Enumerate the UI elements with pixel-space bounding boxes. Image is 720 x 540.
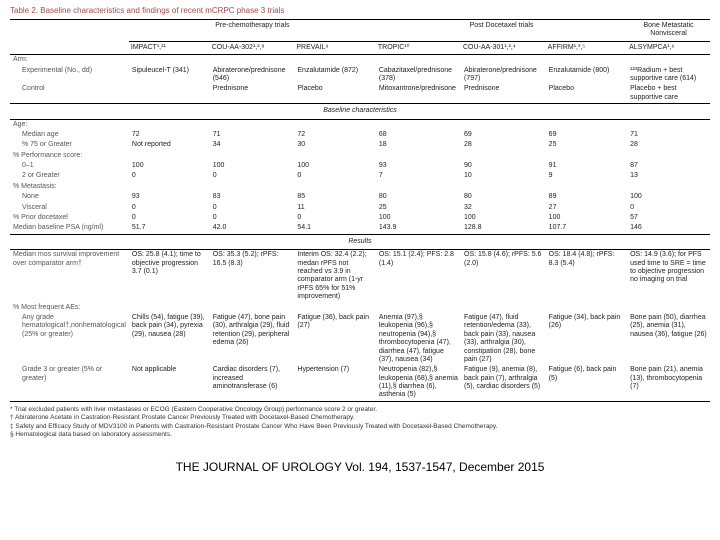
trial-header-row: IMPACT¹,¹¹ COU-AA-302¹,²,⁸ PREVAIL⁹ TROP… bbox=[10, 41, 710, 54]
footnote-a: * Trial excluded patients with liver met… bbox=[10, 406, 710, 414]
row-psa: Median baseline PSA (ng/ml) 51.742.054.1… bbox=[10, 223, 710, 234]
ae-label: % Most frequent AEs: bbox=[10, 303, 129, 313]
row-pct75: % 75 or Greater Not reported3430 1828252… bbox=[10, 140, 710, 150]
row-exp-arm: Experimental (No., dd) Sipuleucel-T (341… bbox=[10, 66, 710, 85]
age-label: Age: bbox=[10, 119, 129, 130]
trial-7: ALSYMPCA¹,⁶ bbox=[627, 41, 710, 54]
row-prior: % Prior docetaxel 000 10010010057 bbox=[10, 213, 710, 223]
row-mos: Median mos survival improvement over com… bbox=[10, 250, 710, 303]
section-baseline: Baseline characteristics bbox=[10, 104, 710, 119]
perf-label: % Performance score: bbox=[10, 151, 129, 161]
trials-table: Pre-chemotherapy trials Post Docetaxel t… bbox=[10, 19, 710, 402]
row-median-age: Median age 727172 68696971 bbox=[10, 130, 710, 140]
trial-3: PREVAIL⁹ bbox=[294, 41, 375, 54]
footnote-d: § Hematological data based on laboratory… bbox=[10, 431, 710, 439]
row-perf2: 2 or Greater 000 710913 bbox=[10, 171, 710, 181]
met-label: % Metastasis: bbox=[10, 182, 129, 192]
row-ae1: Any grade hematological†,nonhematologica… bbox=[10, 313, 710, 365]
arm-label: Arm: bbox=[10, 55, 129, 66]
trial-1: IMPACT¹,¹¹ bbox=[129, 41, 210, 54]
row-perf01: 0–1 100100100 93909187 bbox=[10, 161, 710, 171]
footnote-c: ‡ Safety and Efficacy Study of MDV3100 i… bbox=[10, 423, 710, 431]
row-ctrl-arm: Control PrednisonePlacebo Mitoxantrone/p… bbox=[10, 84, 710, 103]
group-bone: Bone Metastatic Nonvisceral bbox=[627, 20, 710, 42]
row-met-none: None 938385 808089100 bbox=[10, 192, 710, 202]
footnote-b: † Abiraterone Acetate in Castration-Resi… bbox=[10, 414, 710, 422]
footnotes: * Trial excluded patients with liver met… bbox=[10, 406, 710, 440]
trial-4: TROPIC¹⁰ bbox=[376, 41, 461, 54]
trial-2: COU-AA-302¹,²,⁸ bbox=[210, 41, 295, 54]
row-met-visc: Visceral 0011 2532270 bbox=[10, 203, 710, 213]
trial-6: AFFIRM¹,³,⁵ bbox=[546, 41, 627, 54]
row-ae2: Grade 3 or greater (5% or greater) Not a… bbox=[10, 365, 710, 401]
group-header-row: Pre-chemotherapy trials Post Docetaxel t… bbox=[10, 20, 710, 42]
group-postdoc: Post Docetaxel trials bbox=[376, 20, 627, 42]
trial-5: COU-AA-301¹,²,⁴ bbox=[461, 41, 546, 54]
citation: THE JOURNAL OF UROLOGY Vol. 194, 1537-15… bbox=[10, 460, 710, 474]
section-results: Results bbox=[10, 234, 710, 249]
group-prechemo: Pre-chemotherapy trials bbox=[129, 20, 376, 42]
table-title: Table 2. Baseline characteristics and fi… bbox=[10, 6, 710, 15]
